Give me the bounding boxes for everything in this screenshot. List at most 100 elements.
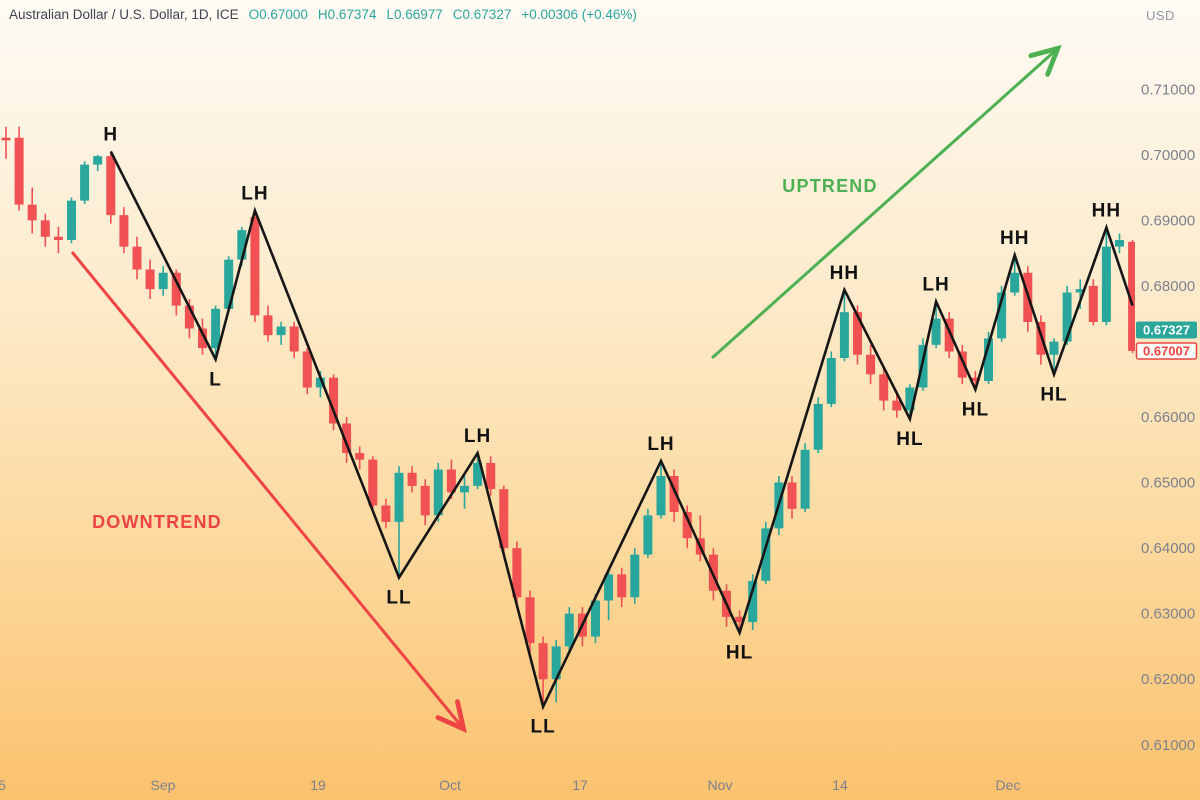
candle [355,446,365,470]
time-tick-label: Sep [151,777,176,793]
candle [53,226,63,254]
candle [171,269,181,316]
candle [289,321,299,359]
candle [407,466,417,493]
time-tick-label: 19 [310,777,326,793]
candle [368,456,378,513]
candle-body-up [473,462,483,486]
candle [1010,255,1020,296]
candle [460,475,469,509]
candle [1049,338,1059,375]
candle-body-down [420,485,430,516]
candle [1115,233,1124,254]
candle [551,639,561,703]
candle-body-up [67,200,76,241]
price-tick-label: 0.64000 [1141,540,1195,557]
candle-body-down [263,315,273,336]
candle [14,126,24,211]
swing-label-lh: LH [647,434,674,455]
ohlc-high: H0.67374 [317,7,377,22]
candle [839,289,849,362]
uptrend-label: UPTREND [782,176,877,196]
time-tick-label: 5 [0,777,6,793]
candle-body-down [866,354,876,375]
candle [512,541,522,608]
candle-body-up [931,318,941,345]
candle-body-down [368,459,378,506]
candle-body-up [643,515,653,555]
candle-body-up [839,312,849,359]
candle [1128,240,1135,353]
candle [67,197,76,244]
candle [263,305,273,342]
candle-body-down [53,236,63,241]
candle [381,498,391,529]
candle-body-down [525,597,535,644]
candle [93,154,103,172]
candle-body-up [591,600,600,637]
candle-body-down [787,482,797,509]
price-tick-label: 0.61000 [1141,737,1195,754]
candle-body-down [14,137,24,205]
candle [433,462,443,522]
candle-body-down [106,156,116,216]
candle [342,417,352,463]
time-axis[interactable]: 5 Sep 19 Oct 17 Nov 14 Dec [0,777,1020,793]
swing-label-lh: LH [464,426,491,447]
candle-body-down [879,374,889,401]
candle-body-up [656,475,666,516]
uptrend-arrow [710,44,1062,360]
swing-label-hl: HL [726,643,753,664]
swing-label-h: H [103,125,118,146]
candle-body-up [1115,240,1124,247]
swing-label-lh: LH [241,184,268,205]
candle-body-down [512,548,522,598]
candle [866,344,876,385]
candle [748,574,758,631]
symbol-title[interactable]: Australian Dollar / U.S. Dollar, 1D, ICE [9,7,239,22]
candle [198,318,207,355]
plot-area[interactable] [1,126,1138,711]
candle [826,351,836,408]
candle [302,348,312,395]
swing-label-hl: HL [1040,384,1067,405]
last-price-badge: 0.67327 [1136,321,1197,339]
candle-body-down [892,400,902,411]
candle-body-down [499,489,509,549]
candle-body-up [276,326,286,336]
candle-body-down [289,326,299,352]
price-axis[interactable]: 0.71000 0.70000 0.69000 0.68000 0.66000 0.650… [1141,81,1195,754]
candle [145,259,155,300]
candle-body-down [407,472,417,486]
candle-body-down [538,643,548,680]
candle-body-down [1128,241,1135,351]
price-tick-label: 0.68000 [1141,278,1195,295]
candle [643,508,653,558]
candle [329,374,338,431]
chart-header: Australian Dollar / U.S. Dollar, 1D, ICE… [9,7,637,22]
candle-body-down [446,469,456,493]
price-tick-label: 0.70000 [1141,147,1195,164]
candle [486,456,496,496]
candle-body-up [604,574,614,601]
candle-body-up [748,580,758,623]
candle-body-down [27,204,37,221]
candle [27,187,37,234]
candle [787,475,797,519]
candle-body-down [735,616,745,623]
prev-close-badge: 0.67007 [1135,342,1198,360]
candle [250,210,260,322]
candle [604,567,614,621]
candle [132,236,142,280]
time-tick-label: Oct [439,777,461,793]
swing-label-hh: HH [830,263,859,284]
candle-body-up [93,156,103,165]
candle [879,367,889,411]
downtrend-arrow [70,251,467,733]
candle [591,593,600,644]
last-price-badge-text: 0.67327 [1143,323,1190,338]
candle-body-down [342,423,352,454]
candle [40,213,50,247]
